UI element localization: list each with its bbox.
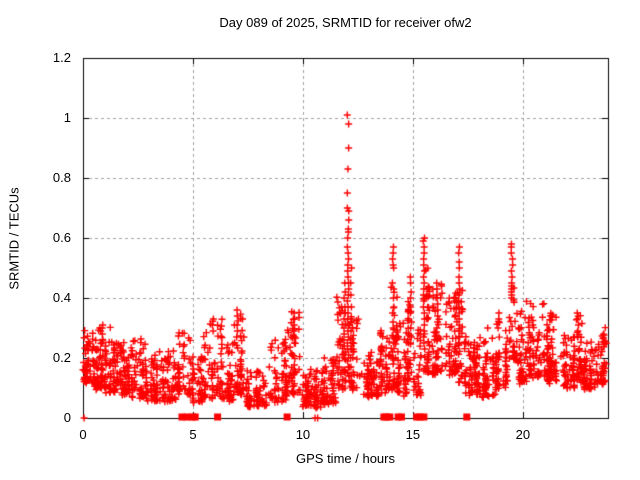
y-tick-label: 0.4 xyxy=(52,290,71,305)
y-tick-label: 1 xyxy=(63,110,71,125)
y-tick-label: 0 xyxy=(63,410,71,425)
y-tick-label: 0.2 xyxy=(52,350,71,365)
chart-title: Day 089 of 2025, SRMTID for receiver ofw… xyxy=(219,15,472,30)
y-tick-label: 0.6 xyxy=(52,230,71,245)
x-axis-label: GPS time / hours xyxy=(296,451,395,466)
x-tick-label: 15 xyxy=(405,427,421,442)
x-tick-label: 10 xyxy=(295,427,311,442)
x-tick-label: 20 xyxy=(515,427,531,442)
y-tick-label: 0.8 xyxy=(52,170,71,185)
x-tick-label: 0 xyxy=(79,427,87,442)
y-tick-label: 1.2 xyxy=(52,50,71,65)
x-tick-label: 5 xyxy=(189,427,197,442)
